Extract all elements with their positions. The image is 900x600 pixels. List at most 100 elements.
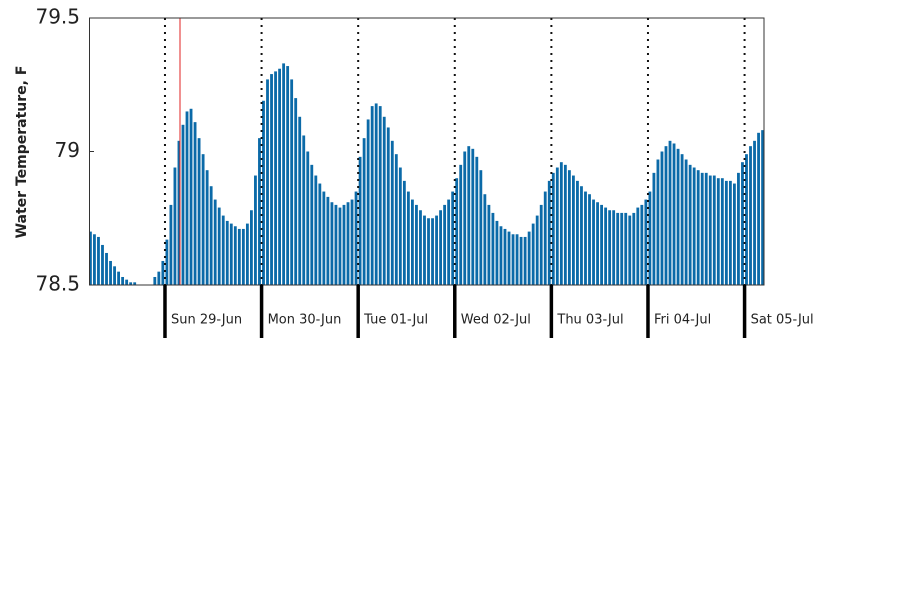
bar bbox=[193, 122, 197, 285]
bar bbox=[402, 180, 406, 285]
bar bbox=[757, 132, 760, 285]
bar bbox=[258, 138, 261, 285]
bar bbox=[559, 162, 563, 285]
bar bbox=[169, 204, 173, 285]
bar bbox=[628, 215, 632, 285]
bar bbox=[314, 175, 318, 285]
bar bbox=[161, 260, 165, 285]
bar bbox=[278, 68, 281, 285]
x-tick-label: Sun 29-Jun bbox=[171, 313, 242, 328]
bar bbox=[415, 204, 418, 285]
bar bbox=[652, 172, 656, 285]
bar bbox=[584, 191, 587, 285]
bar bbox=[105, 252, 108, 285]
bar bbox=[133, 282, 137, 285]
bar bbox=[612, 210, 616, 285]
bar bbox=[286, 66, 290, 285]
bar bbox=[708, 175, 712, 285]
bar bbox=[499, 226, 503, 285]
bar bbox=[181, 124, 185, 285]
y-tick-label: 78.5 bbox=[35, 272, 80, 296]
bar bbox=[728, 180, 732, 285]
bar bbox=[298, 116, 302, 285]
bar bbox=[547, 180, 551, 285]
bar bbox=[741, 162, 744, 285]
bar bbox=[724, 180, 728, 285]
bar bbox=[648, 191, 652, 285]
bar bbox=[535, 215, 539, 285]
bar bbox=[692, 167, 696, 285]
bar bbox=[551, 172, 555, 285]
bar bbox=[217, 207, 221, 285]
bar bbox=[266, 79, 269, 285]
bar bbox=[290, 79, 294, 285]
bar bbox=[495, 220, 499, 285]
bar bbox=[712, 175, 716, 285]
bar bbox=[362, 138, 366, 285]
bar bbox=[354, 191, 358, 285]
bar bbox=[580, 186, 583, 285]
bar bbox=[173, 167, 177, 285]
bar bbox=[531, 223, 535, 285]
bar bbox=[109, 260, 112, 285]
bar bbox=[245, 223, 249, 285]
bar bbox=[600, 204, 603, 285]
bar bbox=[411, 199, 414, 285]
bar bbox=[700, 172, 704, 285]
bar bbox=[294, 98, 298, 285]
bar bbox=[165, 239, 169, 285]
bar bbox=[487, 204, 491, 285]
bar bbox=[318, 183, 322, 285]
bar bbox=[274, 71, 277, 286]
bar bbox=[745, 154, 748, 285]
bar bbox=[563, 164, 567, 285]
bar bbox=[479, 170, 483, 285]
bar bbox=[616, 212, 620, 285]
bar bbox=[427, 218, 430, 285]
bar bbox=[539, 204, 543, 285]
bar bbox=[483, 194, 487, 285]
bar bbox=[254, 175, 257, 285]
bar bbox=[761, 130, 764, 285]
bar bbox=[201, 154, 205, 285]
bar bbox=[451, 191, 455, 285]
bar bbox=[596, 202, 599, 285]
bar bbox=[419, 210, 422, 285]
bar bbox=[342, 204, 346, 285]
x-tick-label: Thu 03-Jul bbox=[556, 313, 623, 328]
bar bbox=[406, 191, 410, 285]
bar bbox=[463, 151, 467, 285]
bar bbox=[443, 204, 447, 285]
bar bbox=[431, 218, 434, 285]
bar bbox=[503, 228, 507, 285]
bar bbox=[515, 234, 519, 285]
bar bbox=[749, 146, 752, 285]
bar bbox=[455, 178, 459, 285]
bar bbox=[519, 236, 523, 285]
x-tick-label: Fri 04-Jul bbox=[654, 313, 711, 328]
bar bbox=[423, 215, 426, 285]
bar bbox=[398, 167, 402, 285]
bar bbox=[624, 212, 628, 285]
bar bbox=[636, 207, 640, 285]
bar bbox=[241, 228, 245, 285]
bar bbox=[306, 151, 310, 285]
bar bbox=[262, 100, 265, 286]
bar bbox=[125, 279, 129, 285]
bar bbox=[346, 202, 350, 285]
bar bbox=[668, 140, 672, 285]
bar bbox=[672, 143, 676, 285]
bar bbox=[157, 271, 161, 285]
bar bbox=[716, 178, 720, 285]
bar bbox=[608, 210, 612, 285]
bar bbox=[117, 271, 120, 285]
bar bbox=[366, 119, 370, 286]
bar bbox=[310, 164, 314, 285]
bar bbox=[567, 170, 571, 285]
bar bbox=[221, 215, 225, 285]
bar bbox=[334, 204, 338, 285]
bar bbox=[390, 140, 394, 285]
bar bbox=[113, 266, 116, 285]
bar bbox=[382, 116, 386, 285]
bar bbox=[129, 282, 133, 285]
